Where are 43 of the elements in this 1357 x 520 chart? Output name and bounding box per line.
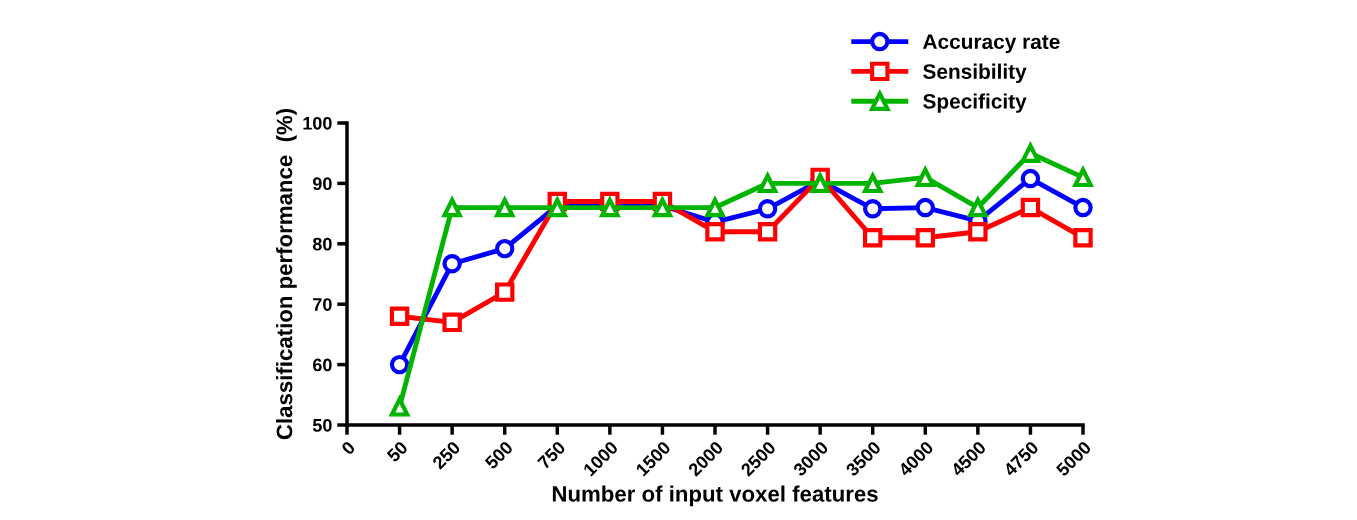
point [862,228,883,248]
point [966,195,989,218]
x-tick-label: 50 [386,440,409,463]
point [1073,228,1093,248]
y-axis-title: Classification performance (%) [276,109,297,440]
x-tick-label: 250 [431,440,461,470]
point [494,282,515,302]
point [757,221,778,242]
point [968,221,988,242]
point [915,197,936,218]
point [756,171,779,194]
legend-label: Specificity [923,93,1027,113]
x-tick-label: 500 [484,440,514,470]
point [1073,197,1093,218]
point [862,199,883,219]
point [757,199,778,219]
point [1072,165,1094,188]
point [1020,143,1041,163]
legend-label: Accuracy rate [923,34,1060,54]
point [704,195,726,218]
point [861,171,884,194]
x-tick-label: 750 [536,440,567,470]
point [442,312,462,333]
point [705,221,725,242]
point [1020,197,1041,218]
point [1020,168,1041,189]
point [389,354,410,375]
point [494,238,515,259]
point [493,195,516,218]
y-tick-label: 60 [313,358,332,372]
y-tick-label: 80 [312,237,332,251]
y-tick-label: 50 [312,418,332,432]
point [441,195,463,218]
point [915,228,936,248]
x-tick-label: 0 [340,440,356,456]
point [389,306,410,327]
y-tick-label: 70 [313,298,332,311]
legend-label: Sensibility [923,63,1027,84]
y-tick-label: 90 [312,177,332,191]
x-axis-title: Number of input voxel features [552,485,878,507]
point [442,254,462,274]
y-tick-label: 100 [303,116,332,130]
point [914,165,937,188]
